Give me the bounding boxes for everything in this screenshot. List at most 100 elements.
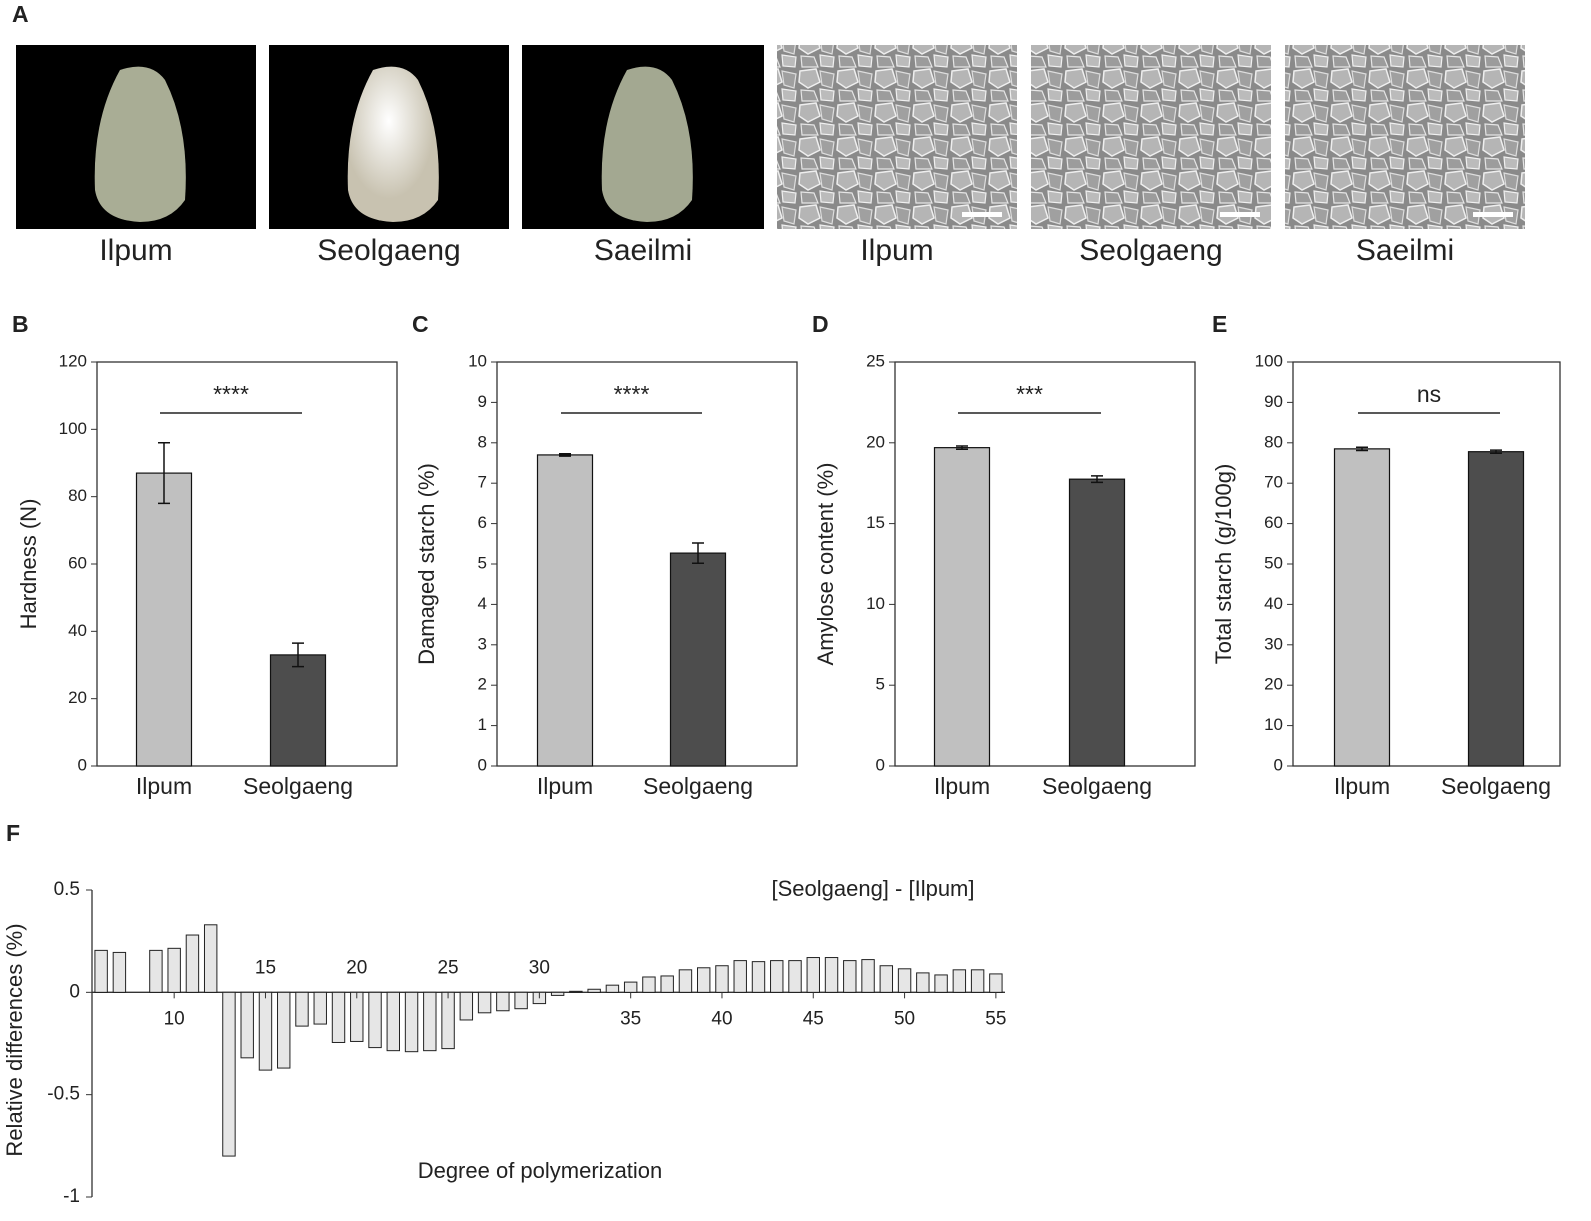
bar xyxy=(916,972,930,993)
bar xyxy=(824,957,839,993)
x-tick-label: 25 xyxy=(437,957,458,978)
y-tick-label: 60 xyxy=(68,553,87,572)
y-axis-label: Hardness (N) xyxy=(16,499,41,630)
bar xyxy=(897,968,912,993)
bar xyxy=(258,991,273,1071)
image-label: Ilpum xyxy=(99,234,172,267)
y-tick-label: 5 xyxy=(478,553,487,572)
bar xyxy=(770,960,784,993)
bar xyxy=(660,975,674,993)
y-tick-label: 8 xyxy=(478,432,487,451)
x-tick-label: 50 xyxy=(894,1008,915,1029)
panel-label: F xyxy=(6,820,20,846)
x-tick-label: 10 xyxy=(164,1008,185,1029)
x-tick-label: Ilpum xyxy=(537,773,593,799)
y-axis-label: Damaged starch (%) xyxy=(414,463,439,665)
image-row xyxy=(16,45,1525,229)
y-tick-label: 0 xyxy=(478,755,487,774)
bar xyxy=(952,969,967,993)
bar xyxy=(715,965,729,993)
y-tick-label: 0.5 xyxy=(54,879,80,900)
x-tick-label: 55 xyxy=(985,1008,1006,1029)
bar xyxy=(514,991,528,1010)
error-bar xyxy=(1091,475,1103,484)
y-tick-label: 5 xyxy=(876,675,885,694)
panel-label: D xyxy=(812,311,829,337)
bar xyxy=(697,967,711,993)
x-tick-label: Seolgaeng xyxy=(1441,773,1551,799)
y-tick-label: 1 xyxy=(478,715,487,734)
bar xyxy=(970,969,985,993)
y-tick-label: 90 xyxy=(1264,392,1283,411)
sem-image xyxy=(777,45,1017,229)
bar xyxy=(404,991,419,1053)
bar xyxy=(879,965,894,993)
significance: ns xyxy=(1417,381,1441,407)
bar xyxy=(350,991,364,1042)
x-tick-label: Ilpum xyxy=(136,773,192,799)
sem-image xyxy=(1031,45,1271,229)
y-tick-label: 80 xyxy=(1264,432,1283,451)
y-tick-label: 25 xyxy=(866,351,885,370)
sem-image xyxy=(1285,45,1525,229)
x-tick-label: Ilpum xyxy=(1334,773,1390,799)
bar xyxy=(550,991,565,996)
scale-bar xyxy=(1473,212,1513,217)
plot-frame xyxy=(894,361,1196,767)
bar xyxy=(167,947,181,993)
y-axis-label: Relative differences (%) xyxy=(2,923,27,1156)
y-tick-label: 40 xyxy=(68,621,87,640)
bar xyxy=(605,984,620,993)
y-axis-label: Total starch (g/100g) xyxy=(1211,464,1236,665)
bar xyxy=(1333,448,1391,767)
bar xyxy=(623,981,638,993)
bar xyxy=(222,991,236,1157)
y-tick-label: 70 xyxy=(1264,473,1283,492)
y-tick-label: 0 xyxy=(876,755,885,774)
x-tick-label: Seolgaeng xyxy=(1042,773,1152,799)
error-bar xyxy=(692,542,704,564)
y-tick-label: 10 xyxy=(866,594,885,613)
x-tick-label: 20 xyxy=(346,957,367,978)
bar xyxy=(733,960,747,993)
x-tick-label: 40 xyxy=(711,1008,732,1029)
y-tick-label: 15 xyxy=(866,513,885,532)
bar xyxy=(185,934,200,993)
grain xyxy=(347,66,439,223)
bar xyxy=(441,991,455,1050)
panel-label: B xyxy=(12,311,29,337)
bar xyxy=(496,991,510,1012)
y-tick-label: 60 xyxy=(1264,513,1283,532)
bar xyxy=(934,974,948,993)
panel-label: C xyxy=(412,311,429,337)
bar xyxy=(112,951,127,993)
y-tick-label: 9 xyxy=(478,392,487,411)
bar xyxy=(269,654,327,767)
image-label: Seolgaeng xyxy=(317,234,460,267)
y-tick-label: -1 xyxy=(63,1186,80,1207)
bar xyxy=(751,961,766,993)
y-tick-label: 30 xyxy=(1264,634,1283,653)
y-tick-label: 50 xyxy=(1264,553,1283,572)
y-tick-label: 100 xyxy=(1255,351,1283,370)
significance: *** xyxy=(1016,381,1043,407)
bar xyxy=(331,991,346,1043)
x-tick-label: 30 xyxy=(529,957,550,978)
bar xyxy=(933,447,991,767)
bar xyxy=(386,991,400,1052)
y-tick-label: 3 xyxy=(478,634,487,653)
bar xyxy=(277,991,291,1069)
y-tick-label: 100 xyxy=(59,419,87,438)
error-bar xyxy=(1490,449,1502,455)
x-tick-label: Seolgaeng xyxy=(243,773,353,799)
error-bar xyxy=(292,642,304,668)
bar xyxy=(536,454,594,767)
x-tick-label: 35 xyxy=(620,1008,641,1029)
bar xyxy=(135,472,193,767)
y-tick-label: 40 xyxy=(1264,594,1283,613)
error-bar xyxy=(1356,446,1368,452)
y-tick-label: 20 xyxy=(866,432,885,451)
y-tick-label: 6 xyxy=(478,513,487,532)
image-label: Seolgaeng xyxy=(1079,234,1222,267)
bar xyxy=(569,990,583,993)
